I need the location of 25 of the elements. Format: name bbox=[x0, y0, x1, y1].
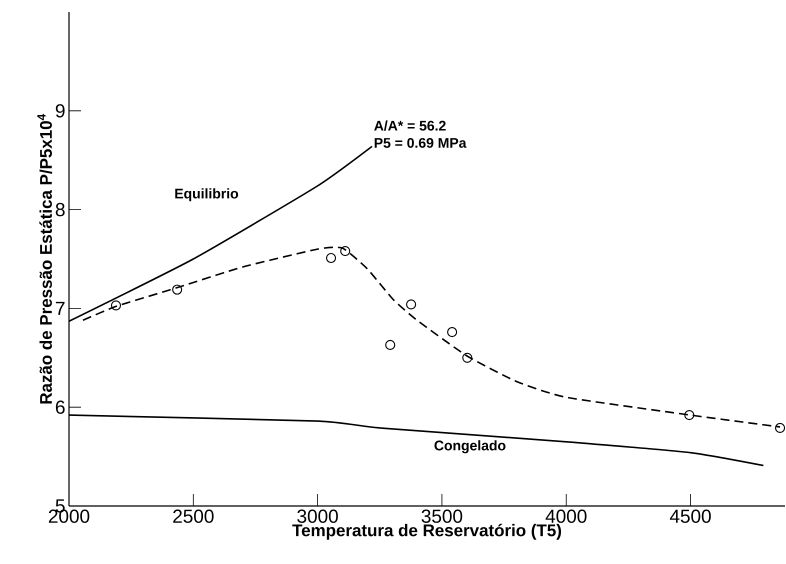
point bbox=[385, 340, 396, 350]
x-tick-label: 4500 bbox=[670, 510, 711, 523]
point bbox=[447, 327, 458, 338]
annotation: Equilibrio bbox=[175, 188, 238, 202]
point bbox=[406, 299, 416, 310]
annotation: Congelado bbox=[434, 440, 506, 454]
y-tick-label: 8 bbox=[56, 202, 65, 216]
point bbox=[326, 252, 336, 264]
y-tick-label: 9 bbox=[56, 104, 65, 118]
annotation: P5 = 0.69 MPa bbox=[374, 138, 467, 148]
point bbox=[462, 352, 472, 363]
point bbox=[172, 284, 182, 295]
point bbox=[684, 410, 694, 420]
y-tick-label: 7 bbox=[56, 302, 65, 315]
x-axis-title: Temperatura de Reservatório (T5) bbox=[292, 524, 562, 540]
x-tick-label: 3500 bbox=[422, 510, 462, 523]
y-axis-title: Razão de Pressão Estática P/P5x10$^{4}$ bbox=[37, 114, 52, 404]
point bbox=[340, 246, 350, 256]
x-tick-label: 3000 bbox=[297, 510, 338, 523]
point bbox=[774, 422, 786, 433]
x-tick-label: 4000 bbox=[546, 510, 587, 523]
x-tick-label: 2500 bbox=[173, 510, 214, 523]
annotation: A/A* = 56.2 bbox=[374, 120, 446, 131]
point bbox=[110, 300, 122, 310]
y-tick-label: 6 bbox=[56, 400, 65, 414]
